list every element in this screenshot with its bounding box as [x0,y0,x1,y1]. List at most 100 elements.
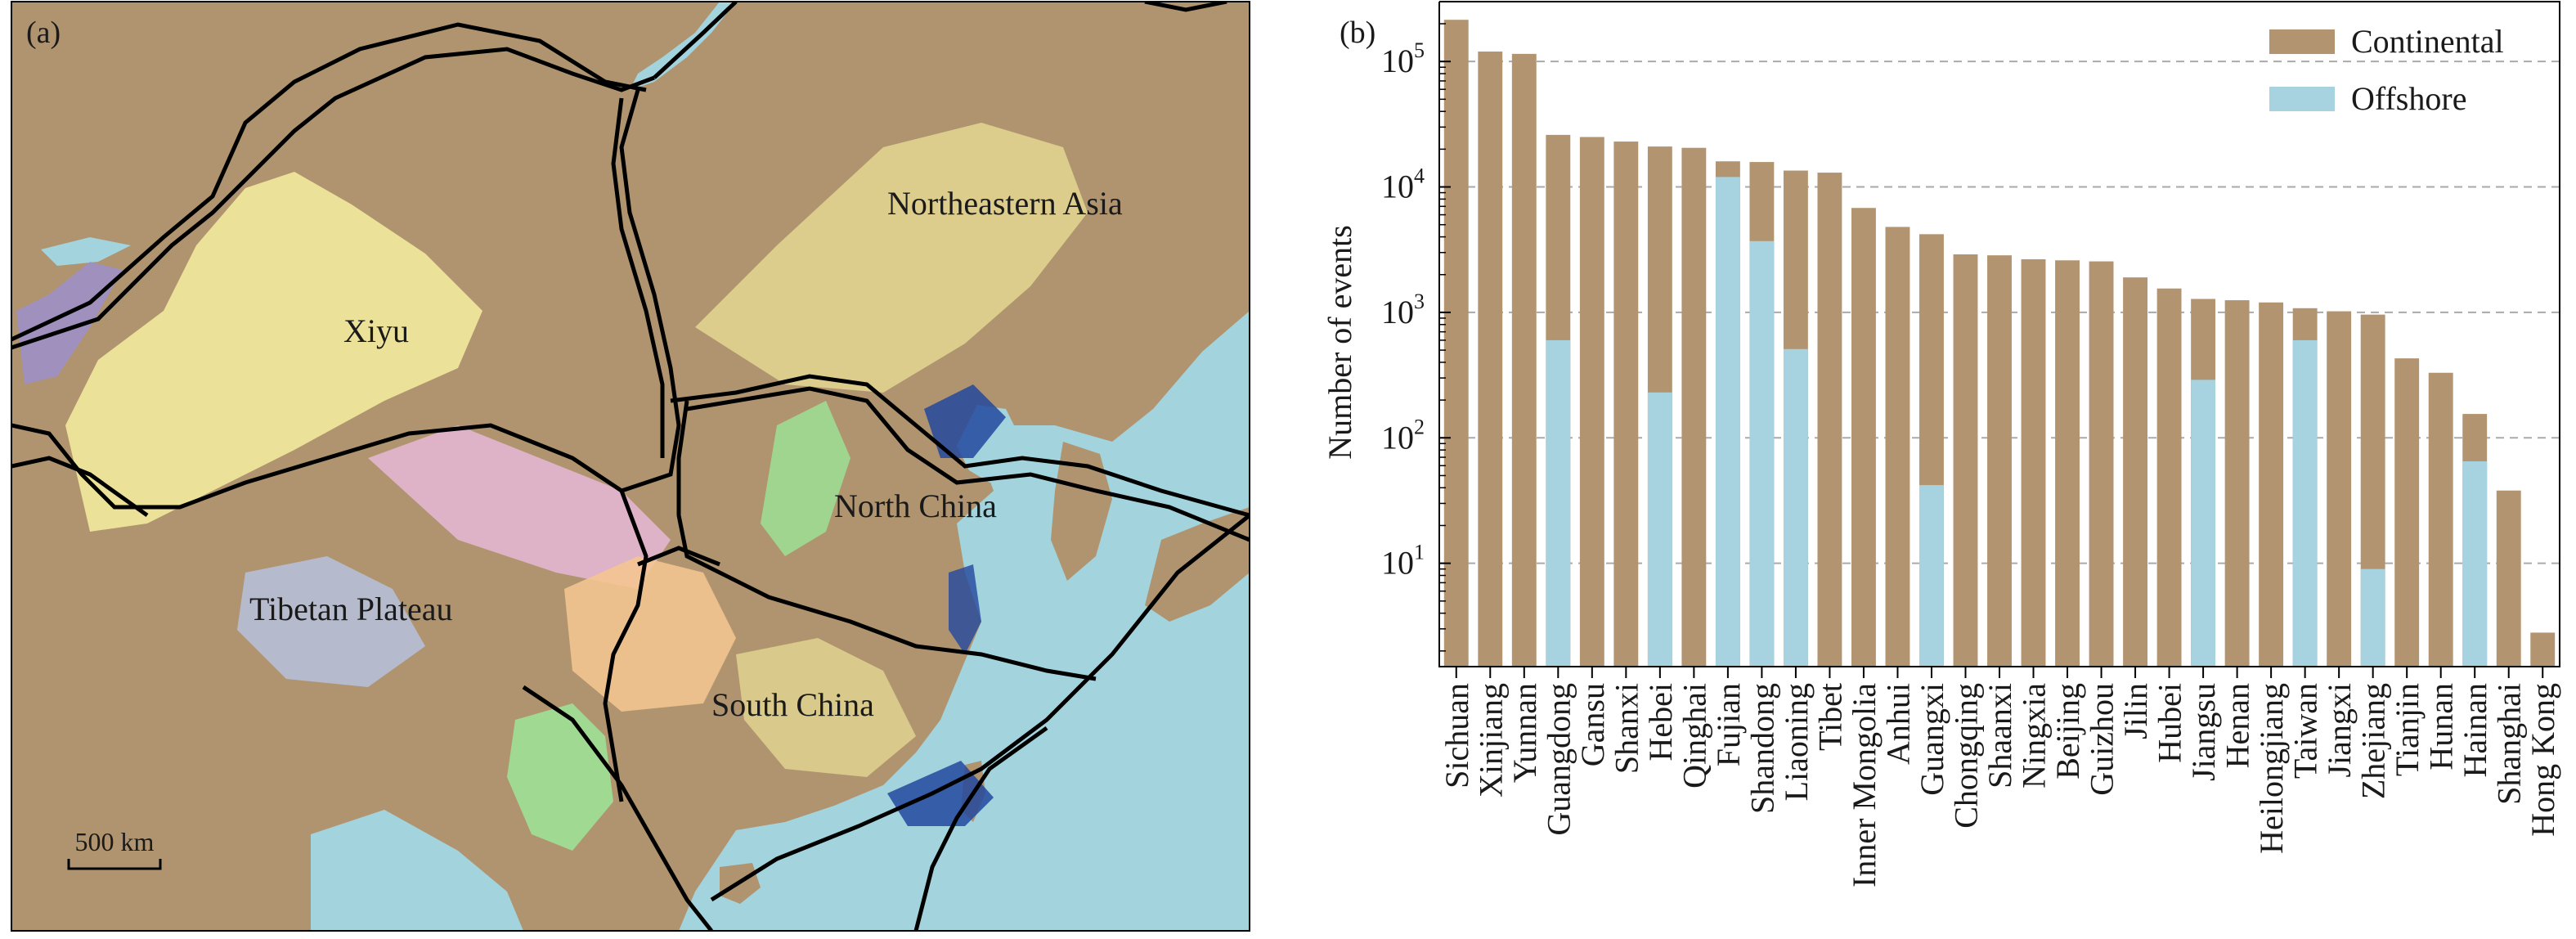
tibet-pink-cluster [368,425,671,589]
central-orange-cluster [564,556,736,712]
legend-label-continental: Continental [2351,23,2504,60]
bar-continental-gansu [1579,137,1604,667]
x-tick-label: Guizhou [2084,683,2120,796]
korea-peninsula [1051,442,1112,581]
coast-darkblue-cluster-2 [949,564,981,654]
x-tick-label: Taiwan [2287,683,2324,779]
tibet-blue-cluster [237,556,425,687]
x-tick-label: Hebei [1642,683,1679,762]
northeast-cluster [695,123,1088,393]
region-map: (a) Northeastern Asia Xiyu North China T… [11,1,1250,932]
xiyu-cluster [65,172,482,532]
events-bar-chart: (b) Number of events 101 102 103 104 105 Sic… [1322,1,2561,887]
bar-continental-yunnan [1511,53,1537,667]
x-tick-label: Fujian [1710,683,1747,766]
x-tick-label: Anhui [1879,683,1916,765]
northern-river [630,2,736,90]
west-purple-edge [16,262,123,384]
x-tick-label: Hubei [2152,683,2188,763]
bar-continental-shanghai [2496,490,2521,667]
bar-offshore-guangdong [1546,339,1571,667]
bar-continental-hunan [2428,372,2453,667]
bar-continental-hubei [2156,288,2182,667]
x-tick-label: Chongqing [1947,683,1984,829]
x-tick-label: Heilongjiang [2253,683,2290,854]
bar-continental-shanxi [1613,142,1639,667]
x-tick-label: Jiangxi [2321,683,2358,778]
scale-bar: 500 km [67,827,162,870]
block-boundaries [11,2,1250,931]
bar-offshore-liaoning [1783,348,1808,667]
x-tick-label: Tibet [1811,683,1848,751]
bar-offshore-jiangsu [2191,380,2216,667]
bar-continental-guizhou [2089,261,2114,667]
x-tick-label: Shanghai [2491,683,2528,805]
x-tick-label: Shandong [1744,683,1780,814]
x-tick-label: Shanxi [1608,683,1645,774]
x-tick-label: Qinghai [1676,683,1712,788]
bar-offshore-hainan [2462,461,2488,667]
legend-swatch-continental [2269,29,2335,54]
y-tick-label: 103 [1381,290,1425,330]
x-tick-label: Shaanxi [1981,683,2018,788]
bar-continental-shaanxi [1987,255,2012,667]
bar-continental-beijing [2055,260,2080,667]
legend-label-offshore: Offshore [2351,80,2466,117]
x-tick-labels: SichuanXinjiangYunnanGuangdongGansuShanx… [1438,683,2561,887]
coast-darkblue-cluster [924,384,1006,458]
x-tick-label: Gansu [1574,683,1611,766]
x-tick-label: Guangxi [1914,683,1950,796]
panel-a-label: (a) [26,16,61,50]
bar-offshore-fujian [1715,177,1740,667]
y-tick-label: 101 [1381,541,1425,582]
x-tick-label: Inner Mongolia [1846,683,1883,887]
x-tick-label: Yunnan [1506,683,1543,783]
bars [1443,20,2556,667]
y-tick-label: 105 [1381,38,1425,79]
bar-continental-jilin [2123,277,2148,667]
x-tick-label: Henan [2219,683,2256,768]
bar-offshore-shandong [1749,240,1775,667]
y-tick-labels: 101 102 103 104 105 [1381,38,1425,581]
x-tick-label: Tianjin [2389,683,2426,776]
bar-continental-inner-mongolia [1851,208,1876,667]
region-label-tibetan-plateau: Tibetan Plateau [249,591,453,627]
region-label-xiyu: Xiyu [343,312,409,349]
map-panel: (a) Northeastern Asia Xiyu North China T… [0,0,1259,935]
x-tick-label: Hong Kong [2524,683,2561,837]
axes [1438,1,2560,678]
x-tick-label: Xinjiang [1472,683,1509,797]
panel-b-label: (b) [1340,16,1376,50]
map-frame [11,1,1250,932]
bar-continental-heilongjiang [2259,302,2284,667]
bar-continental-anhui [1885,227,1910,667]
y-tick-label: 102 [1381,415,1425,456]
x-tick-label: Zhejiang [2355,683,2392,799]
x-tick-label: Beijing [2049,683,2086,780]
x-tick-label: Jilin [2117,683,2154,739]
chart-panel: (b) Number of events 101 102 103 104 105 Sic… [1259,0,2576,935]
bar-offshore-hebei [1647,392,1672,667]
region-label-northeastern-asia: Northeastern Asia [887,185,1123,222]
bar-continental-xinjiang [1478,52,1503,667]
western-lake [41,237,131,266]
bar-continental-ningxia [2021,258,2046,667]
bar-continental-tianjin [2394,358,2420,667]
region-label-south-china: South China [711,686,874,723]
south-west-sea [311,810,523,931]
southchina-yellow-cluster [736,638,916,777]
bar-offshore-taiwan [2292,339,2318,667]
bar-continental-tibet [1817,173,1842,667]
bar-continental-hong-kong [2530,632,2556,667]
bar-continental-qinghai [1681,147,1707,667]
x-tick-label: Ningxia [2016,683,2053,788]
bar-continental-sichuan [1443,20,1469,667]
y-tick-label: 104 [1381,164,1425,205]
bar-offshore-zhejiang [2360,568,2385,667]
region-label-north-china: North China [834,487,997,524]
x-tick-label: Jiangsu [2185,683,2222,781]
x-tick-label: Liaoning [1778,683,1815,801]
bar-continental-chongqing [1953,254,1978,667]
bar-offshore-guangxi [1919,485,1944,667]
map-body [11,2,1250,931]
